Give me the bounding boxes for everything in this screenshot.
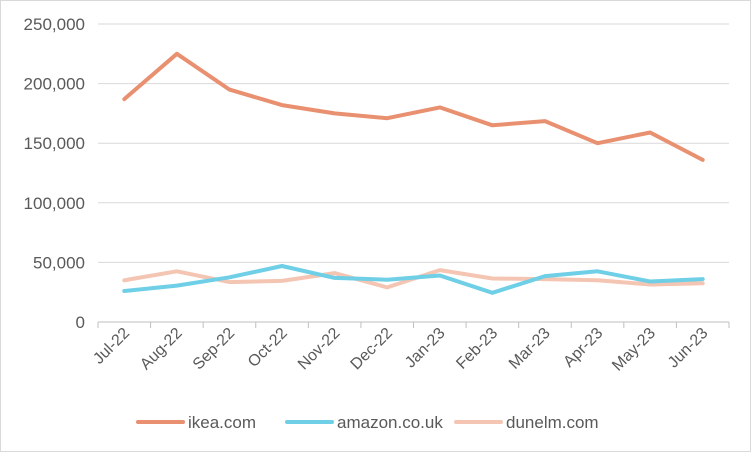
x-tick-label: Sep-22 [190, 325, 239, 374]
series-line-ikea-com [122, 51, 705, 162]
x-tick-label: Nov-22 [295, 325, 344, 374]
y-tick-label: 50,000 [33, 253, 85, 272]
legend-label: ikea.com [188, 413, 256, 432]
y-tick-label: 0 [76, 313, 85, 332]
y-tick-label: 150,000 [24, 134, 85, 153]
x-tick-label: Feb-23 [453, 325, 501, 373]
y-tick-label: 250,000 [24, 15, 85, 34]
x-tick-label: May-23 [609, 325, 659, 375]
y-axis: 0 50,000 100,000 150,000 200,000 250,000 [24, 15, 85, 332]
x-axis: Jul-22 Aug-22 Sep-22 Oct-22 Nov-22 Dec-22 Jan-… [90, 321, 730, 375]
x-tick-label: Jan-23 [402, 325, 449, 372]
x-tick-label: Dec-22 [348, 325, 397, 374]
x-tick-label: Jun-23 [665, 325, 712, 372]
x-tick-label: Mar-23 [506, 325, 554, 373]
legend-label: amazon.co.uk [337, 413, 443, 432]
x-tick-label: Apr-23 [560, 325, 606, 371]
y-tick-label: 100,000 [24, 194, 85, 213]
legend-label: dunelm.com [506, 413, 599, 432]
series-line-amazon-co-uk [122, 264, 705, 295]
gridlines [98, 23, 729, 263]
series-lines [122, 51, 705, 295]
x-tick-label: Jul-22 [90, 325, 133, 368]
y-tick-label: 200,000 [24, 75, 85, 94]
legend: ikea.com amazon.co.uk dunelm.com [136, 413, 599, 432]
x-tick-label: Oct-22 [245, 325, 291, 371]
x-tick-label: Aug-22 [137, 325, 186, 374]
